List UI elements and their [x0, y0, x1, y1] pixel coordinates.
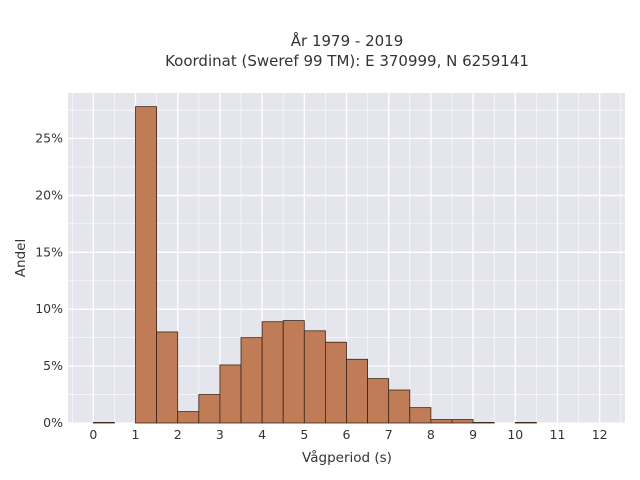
histogram-bar [156, 331, 179, 424]
x-tick-label: 2 [174, 427, 182, 442]
histogram-bar [514, 422, 537, 424]
x-tick-label: 5 [300, 427, 308, 442]
histogram-bar [472, 422, 495, 424]
x-tick-label: 10 [507, 427, 523, 442]
histogram-bar [135, 106, 158, 424]
chart-title-line2: Koordinat (Sweref 99 TM): E 370999, N 62… [165, 52, 529, 70]
y-tick-label: 20% [35, 187, 63, 202]
y-tick-label: 25% [35, 131, 63, 146]
chart-title-line1: År 1979 - 2019 [291, 31, 404, 50]
histogram-bar [367, 378, 390, 424]
y-tick-label: 15% [35, 244, 63, 259]
x-tick-label: 9 [469, 427, 477, 442]
histogram-bar [430, 419, 453, 424]
histogram-bar [198, 394, 221, 424]
histogram-bar [346, 358, 368, 424]
histogram-bar [219, 364, 242, 424]
y-axis-ticks: 0% 5% 10% 15% 20% 25% [35, 131, 63, 430]
histogram-bar [325, 341, 347, 424]
x-tick-label: 8 [427, 427, 435, 442]
histogram-bar [303, 330, 326, 424]
histogram-bar [177, 411, 200, 424]
histogram-bar [409, 407, 432, 424]
x-tick-label: 0 [89, 427, 97, 442]
histogram-bar [282, 320, 305, 424]
x-tick-label: 3 [216, 427, 224, 442]
y-tick-label: 0% [43, 415, 63, 430]
y-axis-label: Andel [13, 239, 29, 277]
x-tick-label: 6 [343, 427, 351, 442]
y-tick-label: 5% [43, 358, 63, 373]
histogram-bar [261, 321, 284, 424]
x-tick-label: 4 [258, 427, 266, 442]
histogram-bar [451, 419, 474, 424]
x-axis-label: Vågperiod (s) [302, 449, 392, 466]
y-tick-label: 10% [35, 301, 63, 316]
bars [92, 106, 537, 424]
x-tick-label: 12 [592, 427, 608, 442]
histogram-bar [388, 389, 411, 424]
x-tick-label: 7 [385, 427, 393, 442]
x-tick-label: 1 [132, 427, 140, 442]
x-tick-label: 11 [550, 427, 566, 442]
histogram-bar [92, 422, 115, 424]
histogram-bar [240, 337, 263, 424]
x-axis-ticks: 0 1 2 3 4 5 6 7 8 9 10 11 12 [89, 427, 607, 442]
